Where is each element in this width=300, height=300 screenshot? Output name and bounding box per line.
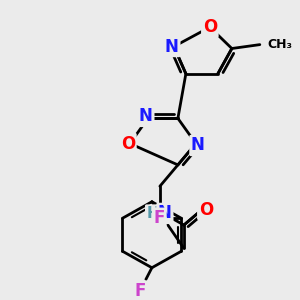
Text: H: H (146, 206, 159, 221)
Text: O: O (199, 200, 213, 218)
Text: O: O (203, 18, 217, 36)
Text: N: N (139, 107, 153, 125)
Text: N: N (191, 136, 205, 154)
Text: F: F (134, 282, 146, 300)
Text: O: O (121, 135, 135, 153)
Text: N: N (165, 38, 179, 56)
Text: F: F (154, 209, 165, 227)
Text: N: N (158, 204, 172, 222)
Text: CH₃: CH₃ (268, 38, 293, 51)
